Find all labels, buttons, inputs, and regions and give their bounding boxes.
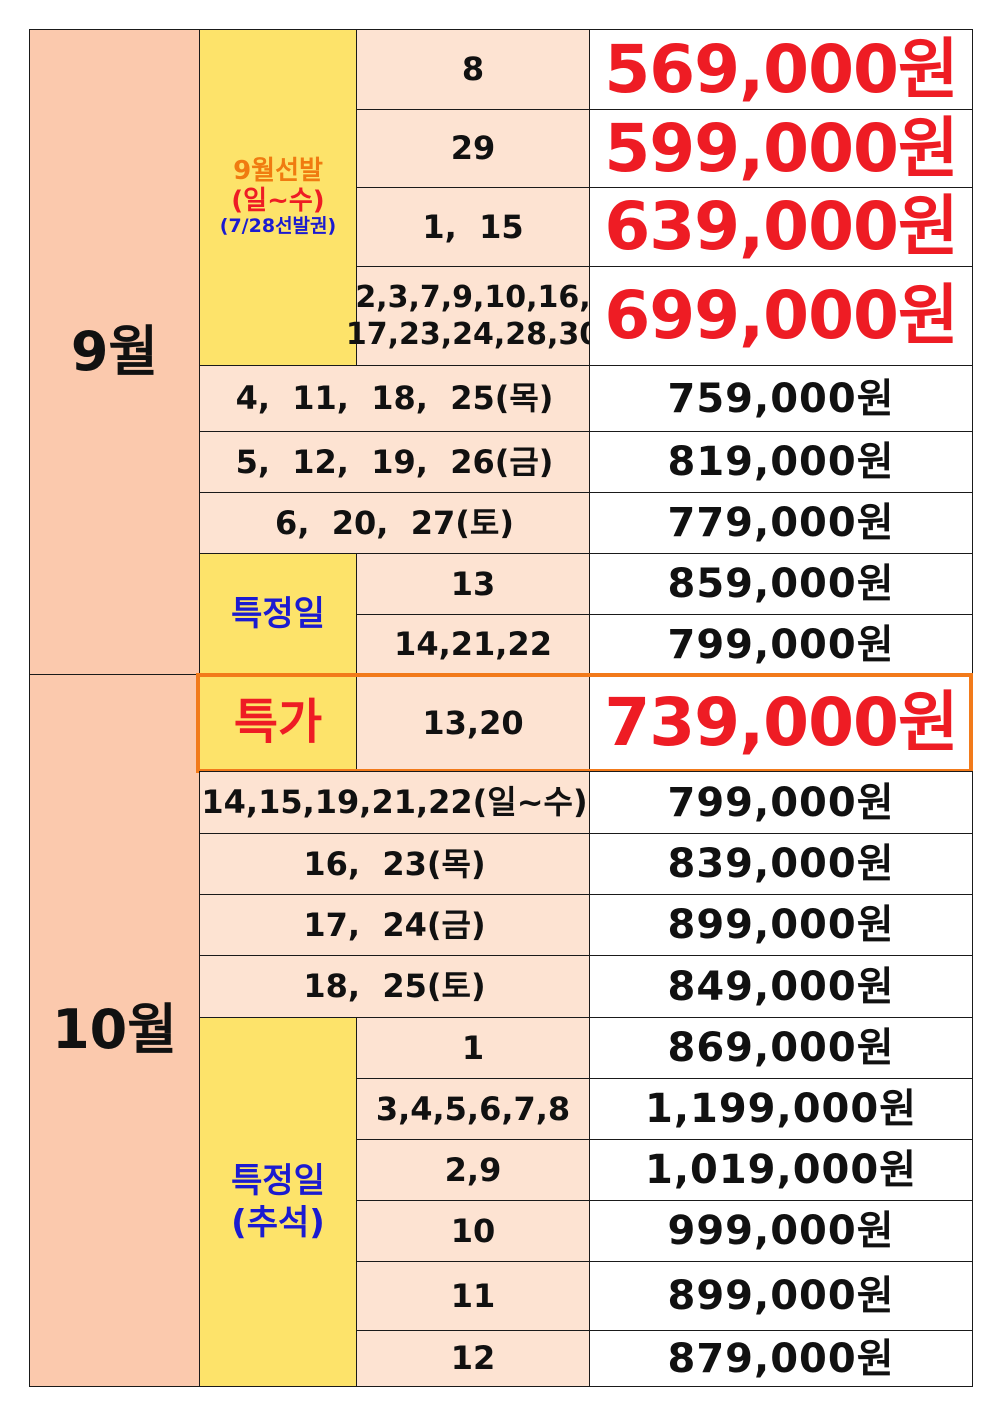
month-label: 10월 xyxy=(52,998,177,1062)
price-text: 699,000원 xyxy=(604,277,958,355)
price-text: 599,000원 xyxy=(604,109,958,187)
price-cell: 639,000원 xyxy=(589,187,973,267)
date-text: 3,4,5,6,7,8 xyxy=(375,1089,571,1128)
presale-note: (7/28선발권) xyxy=(219,215,337,238)
price-cell: 819,000원 xyxy=(589,431,973,493)
date-cell: 5, 12, 19, 26(금) xyxy=(199,431,590,493)
special-day-label: 특정일 xyxy=(199,553,357,675)
presale-title: 9월선발 xyxy=(233,155,323,186)
price-cell: 879,000원 xyxy=(589,1330,973,1387)
date-cell: 14,21,22 xyxy=(356,614,590,675)
price-cell: 839,000원 xyxy=(589,833,973,895)
price-cell: 899,000원 xyxy=(589,894,973,956)
month-october: 10월 xyxy=(29,674,200,1387)
date-text: 10 xyxy=(450,1211,496,1250)
date-cell: 12 xyxy=(356,1330,590,1387)
date-cell: 14,15,19,21,22(일~수) xyxy=(199,771,590,834)
date-cell: 3,4,5,6,7,8 xyxy=(356,1078,590,1140)
price-text: 759,000원 xyxy=(667,375,895,422)
price-cell: 1,199,000원 xyxy=(589,1078,973,1140)
special-day-text: 특정일 xyxy=(231,593,325,634)
price-text: 639,000원 xyxy=(604,188,958,266)
price-cell: 869,000원 xyxy=(589,1017,973,1079)
promo-label: 특가 xyxy=(199,674,357,772)
price-cell: 859,000원 xyxy=(589,553,973,615)
price-cell: 849,000원 xyxy=(589,955,973,1018)
date-cell: 2,9 xyxy=(356,1139,590,1201)
date-cell: 8 xyxy=(356,29,590,110)
price-text: 779,000원 xyxy=(667,500,895,546)
price-cell: 779,000원 xyxy=(589,492,973,554)
price-cell: 739,000원 xyxy=(589,674,973,772)
special-day-text: 특정일 xyxy=(231,1160,325,1201)
price-cell: 999,000원 xyxy=(589,1200,973,1262)
price-text: 859,000원 xyxy=(667,561,895,607)
price-cell: 759,000원 xyxy=(589,365,973,432)
price-text: 819,000원 xyxy=(667,439,895,485)
date-text: 17,23,24,28,30 xyxy=(345,317,601,352)
date-text: 2,3,7,9,10,16, xyxy=(355,279,591,315)
price-text: 899,000원 xyxy=(667,1273,895,1319)
date-text: 1, 15 xyxy=(422,207,524,246)
date-cell: 1, 15 xyxy=(356,187,590,267)
price-text: 839,000원 xyxy=(667,841,895,887)
date-text: 14,15,19,21,22(일~수) xyxy=(201,783,588,822)
date-cell: 6, 20, 27(토) xyxy=(199,492,590,554)
price-text: 849,000원 xyxy=(667,963,895,1010)
price-text: 999,000원 xyxy=(667,1208,895,1254)
price-cell: 899,000원 xyxy=(589,1261,973,1331)
price-text: 879,000원 xyxy=(667,1335,895,1382)
price-cell: 799,000원 xyxy=(589,614,973,675)
date-cell: 13,20 xyxy=(356,674,590,772)
chuseok-text: (추석) xyxy=(231,1203,325,1243)
presale-days: (일~수) xyxy=(231,185,325,216)
date-text: 14,21,22 xyxy=(394,625,552,664)
price-text: 1,199,000원 xyxy=(644,1086,917,1132)
date-text: 8 xyxy=(461,50,485,89)
date-text: 12 xyxy=(450,1339,496,1378)
date-text: 1 xyxy=(461,1028,485,1067)
price-text: 799,000원 xyxy=(667,621,895,668)
price-text: 1,019,000원 xyxy=(644,1147,917,1193)
date-text: 6, 20, 27(토) xyxy=(275,503,514,542)
date-text: 11 xyxy=(450,1276,496,1315)
month-label: 9월 xyxy=(70,319,159,383)
date-cell: 16, 23(목) xyxy=(199,833,590,895)
price-text: 869,000원 xyxy=(667,1025,895,1071)
price-cell: 569,000원 xyxy=(589,29,973,110)
date-text: 2,9 xyxy=(444,1150,502,1189)
date-cell: 10 xyxy=(356,1200,590,1262)
date-text: 13 xyxy=(450,564,496,603)
date-cell: 29 xyxy=(356,109,590,188)
price-text: 799,000원 xyxy=(667,779,895,826)
date-text: 13,20 xyxy=(422,703,524,742)
date-text: 18, 25(토) xyxy=(303,967,486,1006)
date-text: 4, 11, 18, 25(목) xyxy=(235,379,554,418)
date-text: 16, 23(목) xyxy=(303,844,486,883)
price-text: 569,000원 xyxy=(604,30,958,108)
price-cell: 599,000원 xyxy=(589,109,973,188)
month-september: 9월 xyxy=(29,29,200,675)
date-cell: 13 xyxy=(356,553,590,615)
price-cell: 799,000원 xyxy=(589,771,973,834)
price-text: 739,000원 xyxy=(604,684,958,762)
chuseok-special-label: 특정일 (추석) xyxy=(199,1017,357,1387)
date-text: 29 xyxy=(450,129,496,168)
price-cell: 699,000원 xyxy=(589,266,973,366)
price-cell: 1,019,000원 xyxy=(589,1139,973,1201)
date-cell: 17, 24(금) xyxy=(199,894,590,956)
date-cell: 4, 11, 18, 25(목) xyxy=(199,365,590,432)
promo-text: 특가 xyxy=(233,694,323,751)
date-text: 5, 12, 19, 26(금) xyxy=(235,442,554,481)
presale-label: 9월선발 (일~수) (7/28선발권) xyxy=(199,29,357,366)
date-cell: 18, 25(토) xyxy=(199,955,590,1018)
date-cell: 1 xyxy=(356,1017,590,1079)
date-cell: 11 xyxy=(356,1261,590,1331)
date-text: 17, 24(금) xyxy=(303,905,486,944)
price-text: 899,000원 xyxy=(667,902,895,948)
date-cell: 2,3,7,9,10,16, 17,23,24,28,30 xyxy=(346,266,600,366)
